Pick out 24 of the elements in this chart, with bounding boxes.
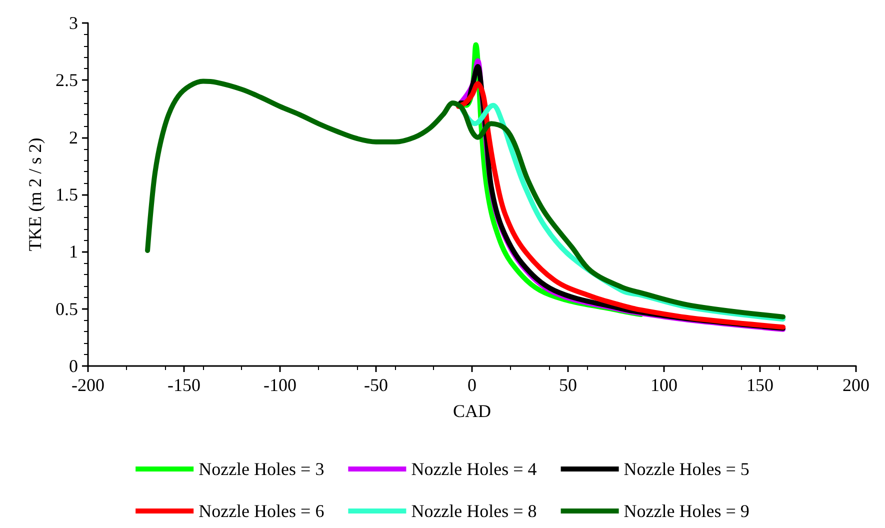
y-tick-label: 1.5 bbox=[56, 184, 78, 204]
y-axis-title: TKE (m 2 / s 2) bbox=[25, 138, 45, 252]
x-axis-title: CAD bbox=[452, 401, 492, 421]
legend-label: Nozzle Holes = 6 bbox=[198, 501, 324, 521]
y-tick-label: 1 bbox=[69, 242, 78, 262]
y-tick-label: 2 bbox=[69, 127, 78, 148]
y-tick-label: 0.5 bbox=[56, 298, 78, 319]
y-tick-label: 2.5 bbox=[56, 70, 78, 90]
x-tick-label: -100 bbox=[264, 375, 296, 395]
x-tick-label: 150 bbox=[746, 375, 774, 395]
x-tick-label: 50 bbox=[559, 375, 577, 395]
x-tick-label: -150 bbox=[168, 375, 200, 395]
x-tick-label: 0 bbox=[468, 375, 476, 395]
legend-label: Nozzle Holes = 3 bbox=[198, 459, 324, 479]
legend-label: Nozzle Holes = 8 bbox=[411, 501, 537, 521]
x-tick-label: 200 bbox=[842, 375, 870, 395]
y-tick-label: 3 bbox=[69, 13, 78, 33]
x-tick-label: -50 bbox=[364, 375, 388, 395]
legend-label: Nozzle Holes = 9 bbox=[624, 501, 750, 521]
y-tick-label: 0 bbox=[69, 356, 78, 376]
x-tick-label: -200 bbox=[72, 375, 104, 395]
legend-label: Nozzle Holes = 4 bbox=[411, 459, 537, 479]
x-tick-label: 100 bbox=[650, 375, 678, 395]
legend-label: Nozzle Holes = 5 bbox=[624, 459, 750, 479]
